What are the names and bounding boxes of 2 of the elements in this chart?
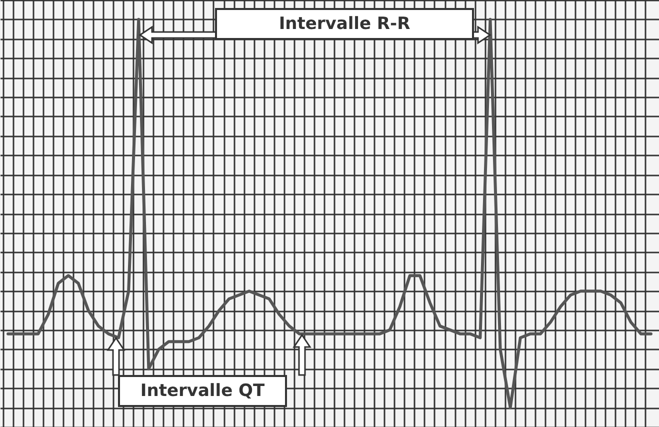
callout-box: Intervalle QT: [118, 375, 287, 407]
callout-box: Intervalle R-R: [215, 8, 474, 40]
